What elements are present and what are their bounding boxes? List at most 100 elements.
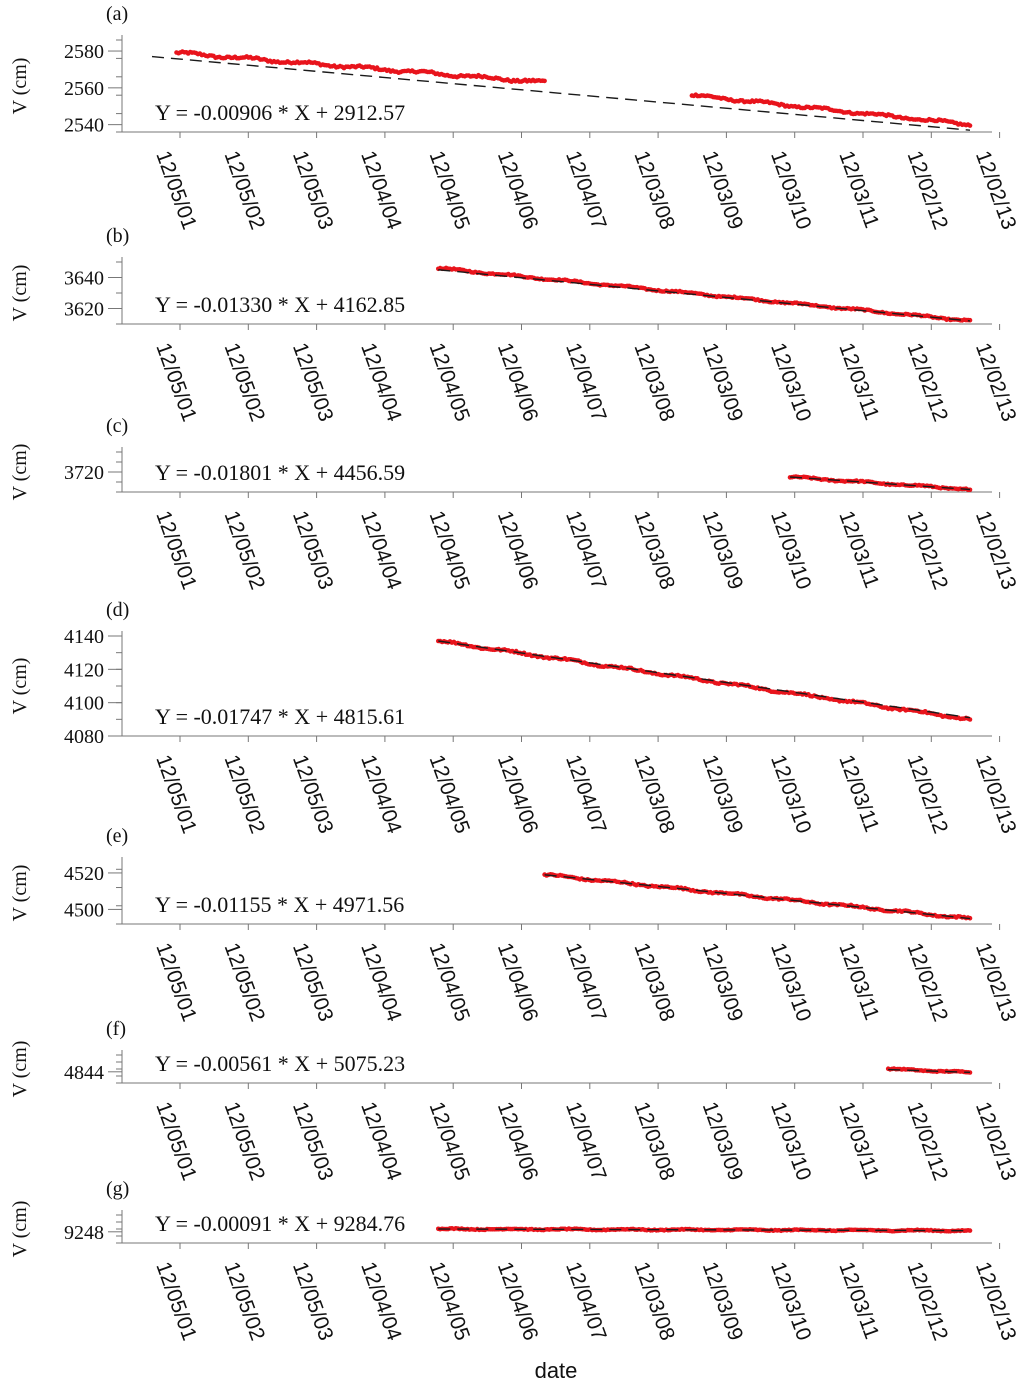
x-tick-label: 12/02/12	[903, 148, 953, 233]
x-tick-label: 12/04/05	[425, 508, 475, 593]
x-tick-label: 12/05/01	[151, 1099, 201, 1184]
x-tick-label: 12/05/02	[220, 1259, 270, 1344]
x-tick-label: 12/03/08	[629, 508, 679, 593]
x-tick-label: 12/03/10	[766, 508, 816, 593]
regression-line	[438, 1228, 971, 1232]
x-tick-label: 12/03/09	[698, 1099, 748, 1184]
x-tick-label: 12/03/11	[834, 148, 883, 231]
x-tick-label: 12/04/06	[493, 508, 543, 593]
x-axis-label: date	[535, 1358, 578, 1383]
panel-label: (f)	[106, 1018, 126, 1040]
x-tick-label: 12/04/05	[425, 752, 475, 837]
x-tick-label: 12/03/10	[766, 940, 816, 1025]
panel-label: (a)	[106, 3, 128, 25]
panel-label: (b)	[106, 225, 129, 247]
x-tick-label: 12/05/02	[220, 508, 270, 593]
y-axis-label: V (cm)	[9, 444, 31, 501]
y-tick-label: 3720	[64, 462, 104, 484]
x-tick-label: 12/03/09	[698, 1259, 748, 1344]
x-tick-label: 12/05/03	[288, 340, 338, 425]
x-tick-label: 12/05/01	[151, 508, 201, 593]
x-tick-label: 12/04/07	[561, 1099, 611, 1184]
panel-label: (e)	[106, 825, 128, 847]
x-tick-label: 12/05/02	[220, 340, 270, 425]
x-tick-label: 12/04/06	[493, 752, 543, 837]
panel-a: (a) V (cm) 2580 2560 2540 12/05/01 12/05/02 12/…	[9, 3, 1020, 233]
x-tick-label: 12/03/09	[698, 752, 748, 837]
x-tick-label: 12/04/04	[356, 508, 406, 593]
x-tick-label: 12/02/12	[903, 1259, 953, 1344]
x-tick-label: 12/02/12	[903, 1099, 953, 1184]
y-axis-label: V (cm)	[9, 658, 31, 715]
data-point	[967, 1228, 973, 1233]
y-tick-label: 9248	[64, 1222, 104, 1244]
data-point	[967, 123, 973, 128]
x-tick-label: 12/03/09	[698, 940, 748, 1025]
x-tick-label: 12/05/01	[151, 752, 201, 837]
y-tick-label: 4520	[64, 863, 104, 885]
panel-label: (d)	[106, 599, 129, 621]
x-tick-label: 12/04/04	[356, 1099, 406, 1184]
x-tick-label: 12/04/05	[425, 148, 475, 233]
x-tick-label: 12/03/11	[834, 1099, 883, 1182]
x-tick-label: 12/03/08	[629, 340, 679, 425]
data-points	[787, 474, 973, 493]
panel-d: (d) V (cm) 4140 4120 4100 4080 12/05/01 12/05/0…	[9, 599, 1020, 837]
x-tick-label: 12/02/13	[971, 508, 1021, 593]
x-tick-label: 12/03/10	[766, 1259, 816, 1344]
x-tick-label: 12/04/07	[561, 340, 611, 425]
x-tick-label: 12/03/08	[629, 752, 679, 837]
x-tick-label: 12/02/13	[971, 752, 1021, 837]
x-tick-label: 12/03/09	[698, 508, 748, 593]
panel-g: (g) V (cm) 9248 12/05/01 12/05/02 12/05/03 12/…	[9, 1178, 1020, 1344]
x-tick-label: 12/05/03	[288, 1259, 338, 1344]
x-tick-label: 12/05/01	[151, 1259, 201, 1344]
regression-line	[151, 55, 971, 131]
regression-equation: Y = -0.00091 * X + 9284.76	[155, 1211, 405, 1236]
panel-f: (f) V (cm) 4844 12/05/01 12/05/02 12/05/03 12/…	[9, 1018, 1020, 1184]
x-tick-label: 12/02/13	[971, 940, 1021, 1025]
x-tick-label: 12/03/08	[629, 940, 679, 1025]
x-tick-label: 12/03/10	[766, 752, 816, 837]
y-tick-label: 4140	[64, 626, 104, 648]
y-tick-label: 2580	[64, 41, 104, 63]
data-point	[967, 487, 973, 493]
y-tick-label: 3640	[64, 268, 104, 290]
x-tick-label: 12/04/04	[356, 340, 406, 425]
data-points	[436, 638, 973, 722]
x-tick-label: 12/04/07	[561, 752, 611, 837]
y-tick-label: 4080	[64, 726, 104, 748]
x-tick-label: 12/04/06	[493, 1259, 543, 1344]
x-tick-label: 12/02/13	[971, 340, 1021, 425]
x-tick-label: 12/04/07	[561, 940, 611, 1025]
x-tick-label: 12/05/03	[288, 752, 338, 837]
x-tick-label: 12/04/06	[493, 340, 543, 425]
x-tick-label: 12/05/01	[151, 940, 201, 1025]
x-tick-label: 12/05/03	[288, 508, 338, 593]
y-axis-label: V (cm)	[9, 1041, 31, 1098]
x-tick-label: 12/03/08	[629, 1259, 679, 1344]
x-tick-label: 12/04/04	[356, 940, 406, 1025]
x-tick-label: 12/02/12	[903, 752, 953, 837]
regression-line	[438, 640, 971, 719]
y-tick-label: 4500	[64, 899, 104, 921]
x-tick-label: 12/04/05	[425, 1259, 475, 1344]
y-tick-label: 2560	[64, 78, 104, 100]
x-tick-label: 12/04/05	[425, 1099, 475, 1184]
x-tick-label: 12/03/10	[766, 1099, 816, 1184]
x-tick-label: 12/05/03	[288, 940, 338, 1025]
data-point	[542, 78, 547, 84]
x-tick-label: 12/05/02	[220, 940, 270, 1025]
regression-equation: Y = -0.01330 * X + 4162.85	[155, 292, 405, 317]
x-tick-label: 12/05/02	[220, 148, 270, 233]
x-tick-label: 12/04/04	[356, 148, 406, 233]
x-tick-label: 12/04/06	[493, 940, 543, 1025]
x-tick-label: 12/03/09	[698, 340, 748, 425]
x-tick-label: 12/04/05	[425, 940, 475, 1025]
y-axis-label: V (cm)	[9, 1201, 31, 1258]
data-point	[967, 1070, 973, 1075]
x-tick-label: 12/05/02	[220, 752, 270, 837]
regression-equation: Y = -0.01155 * X + 4971.56	[155, 892, 404, 917]
x-tick-label: 12/03/11	[834, 752, 883, 835]
